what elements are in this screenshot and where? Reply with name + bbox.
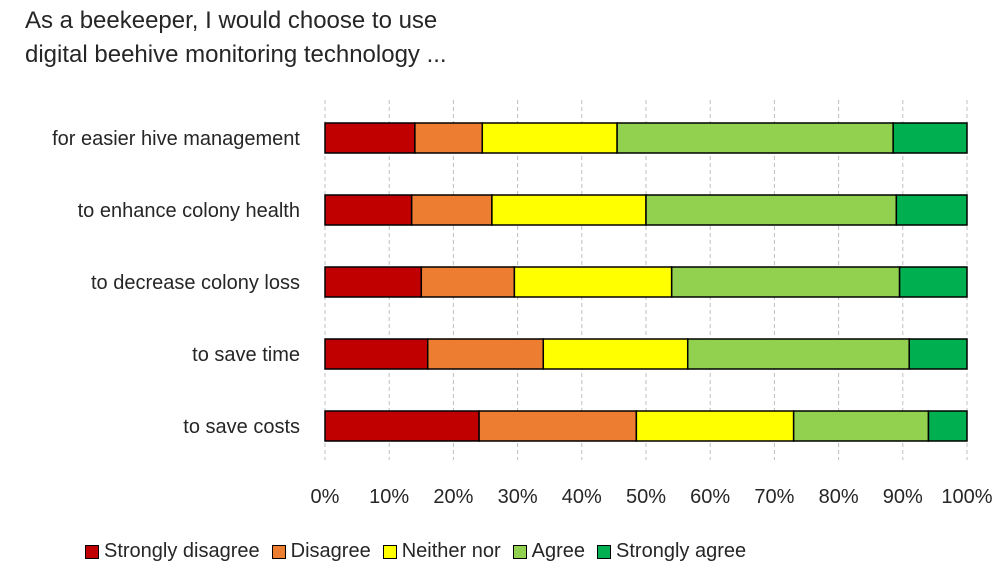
legend-label: Disagree [290, 540, 371, 562]
x-tick-label: 50% [626, 486, 666, 508]
legend-label: Neither nor [401, 540, 501, 562]
bar-segment [324, 122, 416, 154]
legend-swatch [85, 544, 99, 559]
bar-segment [892, 122, 968, 154]
bar-segment [898, 266, 968, 298]
bar-segment [686, 338, 910, 370]
bar-segment [491, 194, 647, 226]
bar-segment [324, 410, 480, 442]
legend-label: Strongly agree [616, 540, 747, 562]
x-tick-label: 70% [754, 486, 794, 508]
bar-segment [908, 338, 968, 370]
x-tick-label: 0% [311, 486, 340, 508]
bar-segment [670, 266, 901, 298]
stacked-bar-chart: for easier hive management to enhance col… [52, 100, 993, 508]
legend-item: Strongly agree [597, 540, 746, 563]
chart-title-line-1: As a beekeeper, I would choose to use [25, 7, 438, 34]
category-label: for easier hive management [52, 128, 300, 150]
bar-segment [895, 194, 968, 226]
x-tick-label: 20% [433, 486, 473, 508]
legend-swatch [512, 544, 527, 559]
bar-segment [542, 338, 689, 370]
category-label: to save costs [183, 416, 300, 438]
category-label: to enhance colony health [78, 200, 300, 222]
bar-segment [481, 122, 618, 154]
bar-segment [324, 194, 413, 226]
legend-item: Strongly disagree [85, 540, 260, 563]
bar-segment [426, 338, 545, 370]
x-tick-label: 10% [369, 486, 409, 508]
legend-swatch [271, 544, 286, 559]
category-label: to decrease colony loss [91, 272, 300, 294]
grid-lines [324, 100, 968, 460]
x-tick-label: 80% [819, 486, 859, 508]
chart-title-line-2: digital beehive monitoring technology ..… [25, 41, 447, 68]
bar-segment [513, 266, 673, 298]
bar-segment [645, 194, 898, 226]
bar-segment [616, 122, 894, 154]
legend-item: Neither nor [382, 540, 501, 563]
bar-segment [324, 338, 429, 370]
x-tick-label: 90% [883, 486, 923, 508]
category-label: to save time [192, 344, 300, 366]
category-labels: for easier hive management to enhance col… [52, 128, 300, 438]
bar-segment [927, 410, 968, 442]
x-tick-label: 60% [690, 486, 730, 508]
legend-swatch [382, 544, 397, 559]
bar-segment [410, 194, 493, 226]
x-axis-tick-labels: 0% 10% 20% 30% 40% 50% 60% 70% 80% 90% 100% [311, 486, 993, 508]
bars [324, 122, 968, 442]
legend-item: Disagree [271, 540, 371, 563]
legend-label: Agree [531, 540, 586, 562]
bar-segment [324, 266, 423, 298]
legend-label: Strongly disagree [104, 540, 260, 562]
chart-title: As a beekeeper, I would choose to use di… [25, 4, 645, 72]
x-tick-label: 40% [562, 486, 602, 508]
bar-segment [792, 410, 930, 442]
bar-segment [635, 410, 795, 442]
x-tick-label: 30% [498, 486, 538, 508]
legend: Strongly disagree Disagree Neither nor Agre… [85, 540, 758, 563]
legend-item: Agree [512, 540, 586, 563]
bar-segment [414, 122, 484, 154]
bar-segment [478, 410, 638, 442]
x-tick-label: 100% [941, 486, 992, 508]
legend-swatch [597, 544, 612, 559]
bar-segment [420, 266, 516, 298]
